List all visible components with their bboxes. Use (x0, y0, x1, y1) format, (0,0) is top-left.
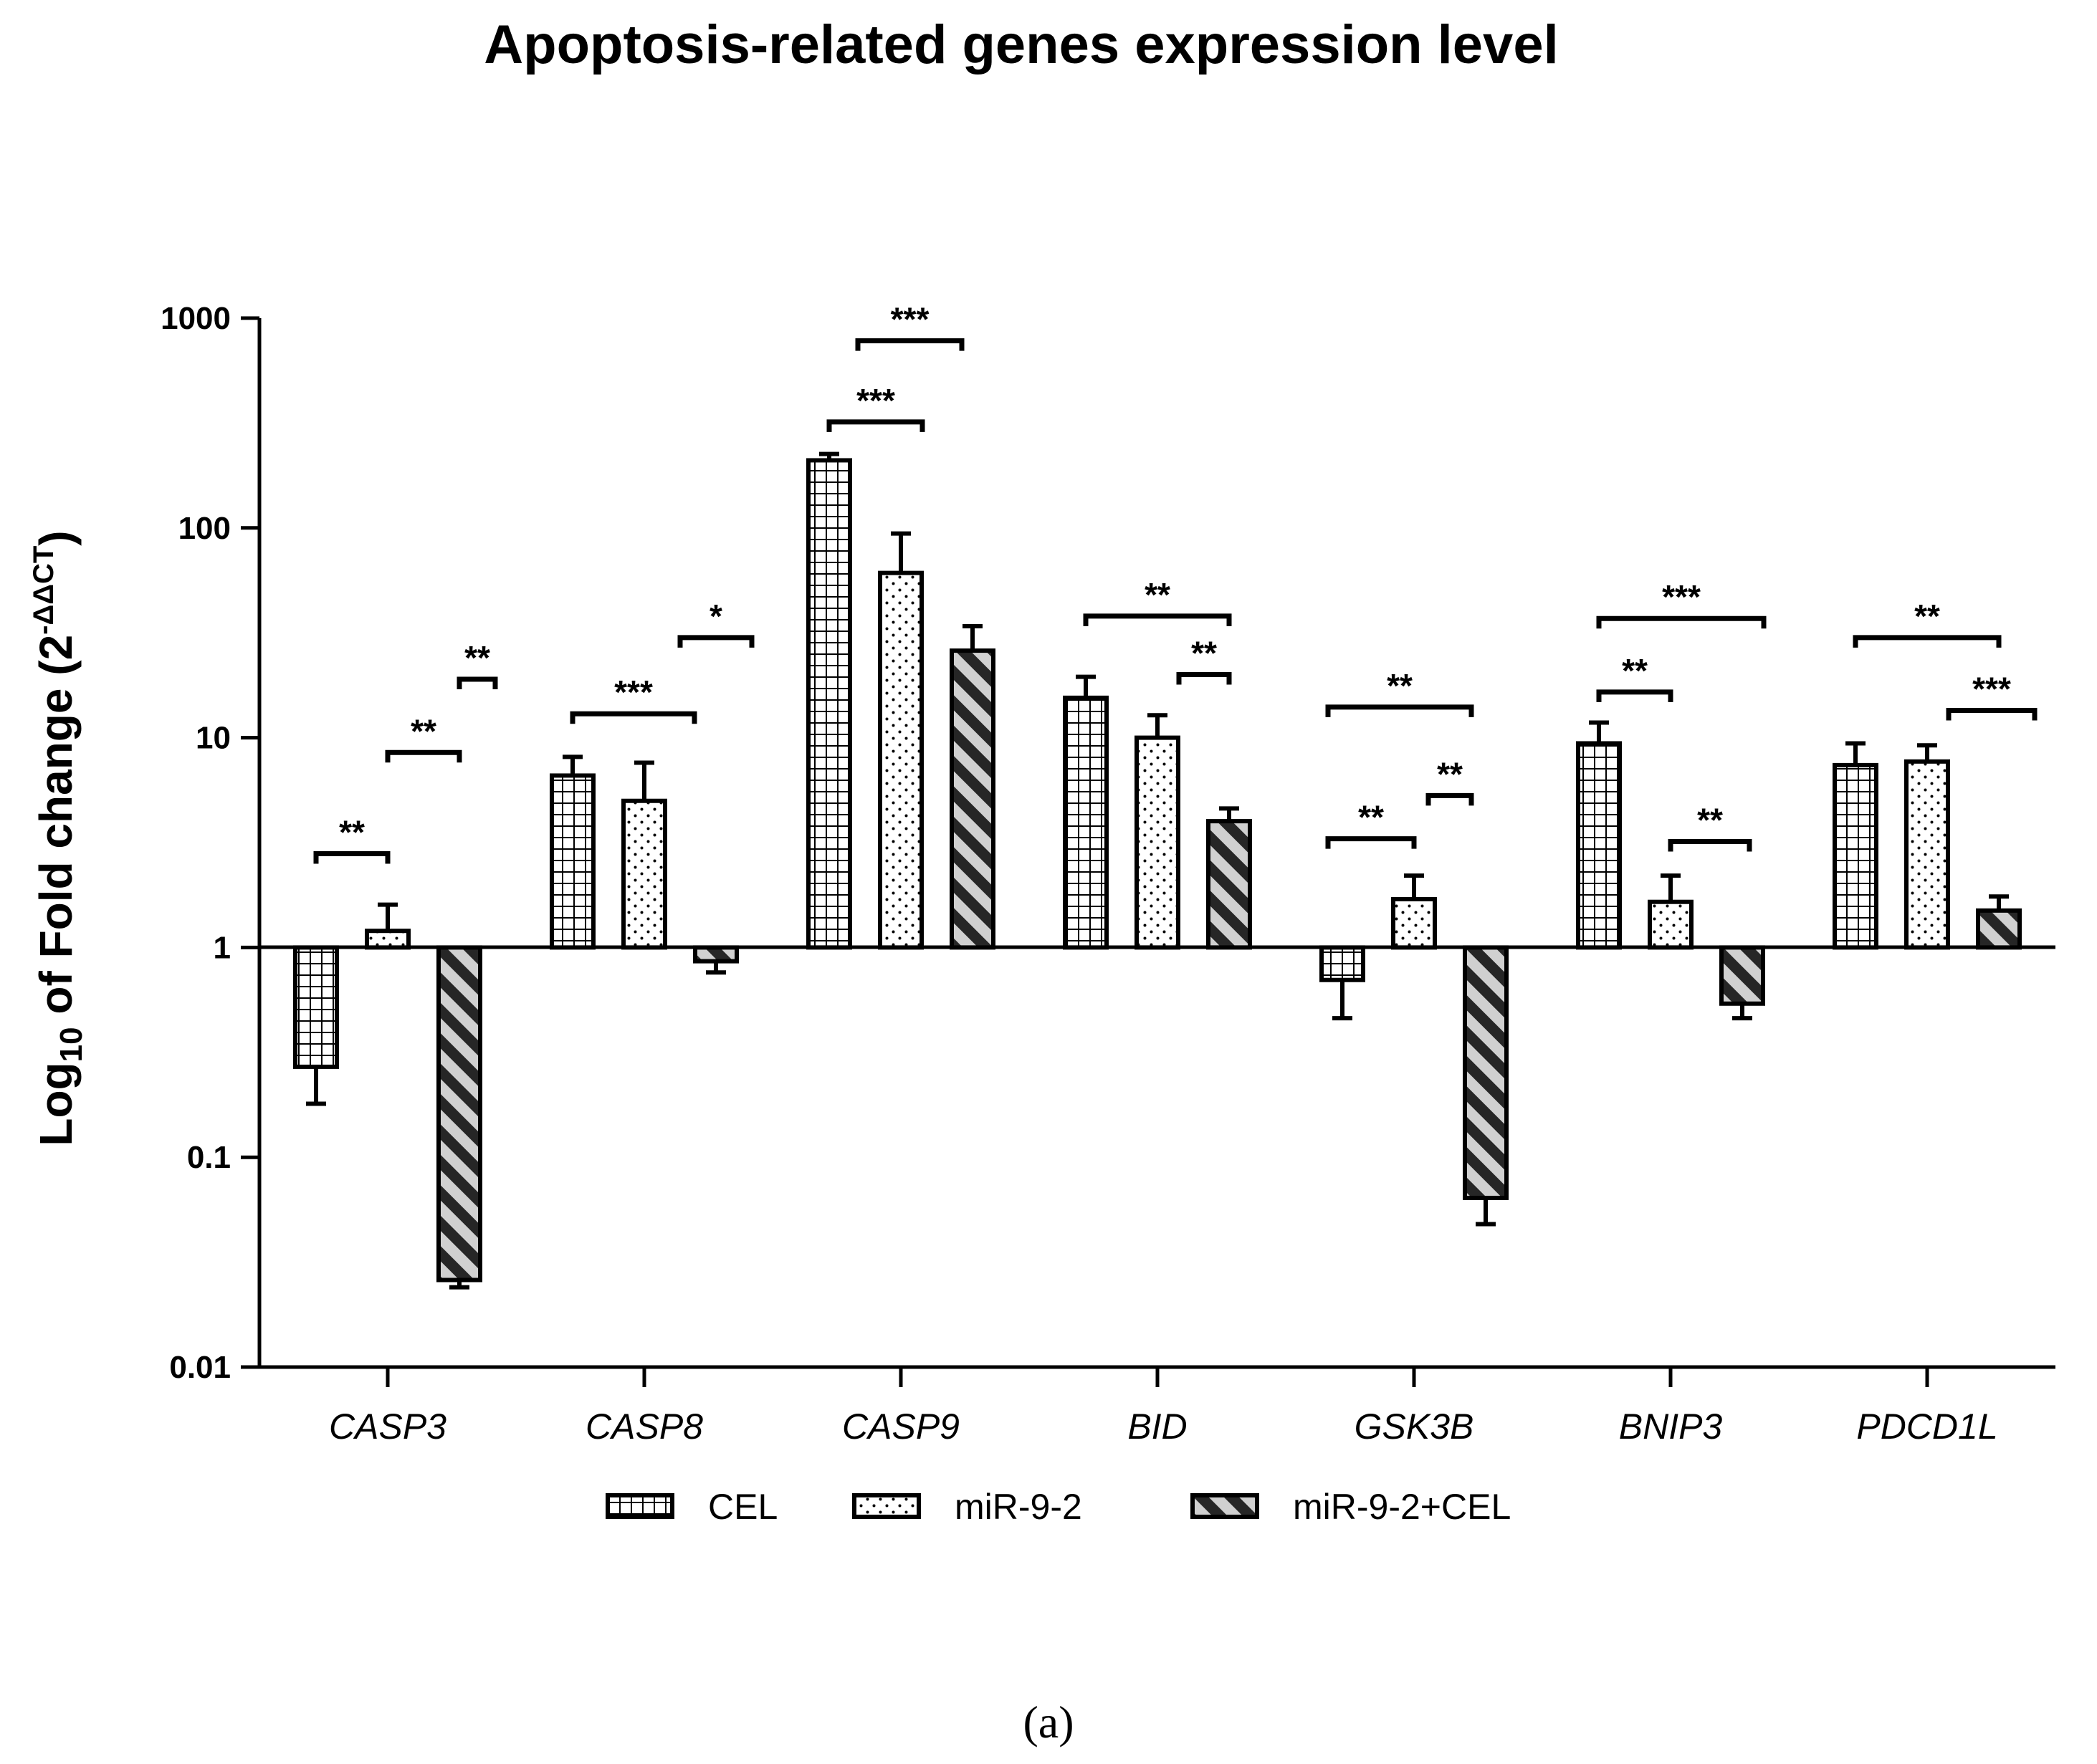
figure-caption: (a) (1023, 1697, 1074, 1748)
bar (293, 945, 339, 1069)
x-tick-label: CASP9 (842, 1406, 960, 1447)
bar (1206, 819, 1252, 950)
y-tick-label: 100 (178, 511, 231, 546)
bar (693, 945, 739, 964)
significance-label: ** (1622, 652, 1648, 689)
significance-bracket (1853, 635, 2002, 648)
y-axis-label-end: ) (30, 530, 82, 545)
y-tick-label: 0.01 (169, 1350, 231, 1385)
significance-bracket (1425, 792, 1474, 806)
significance-label: *** (856, 382, 895, 419)
bar (806, 458, 852, 950)
significance-label: * (710, 598, 722, 635)
significance-label: ** (339, 813, 365, 850)
significance-bracket (313, 850, 391, 864)
significance-label: *** (614, 674, 653, 711)
significance-bracket (1596, 689, 1673, 702)
bar (1135, 735, 1180, 950)
bar (550, 773, 596, 950)
significance-bracket (826, 419, 925, 432)
significance-label: ** (1914, 598, 1940, 635)
y-axis-label: Log10 of Fold change (2-ΔΔCT) (28, 530, 89, 1146)
significance-bracket (1083, 613, 1232, 626)
significance-brackets: ************************************** (313, 301, 2038, 864)
y-tick-label: 10 (196, 721, 231, 756)
significance-bracket (457, 676, 498, 689)
significance-bracket (1176, 671, 1232, 685)
significance-label: *** (891, 301, 930, 338)
significance-bracket (855, 338, 965, 351)
bar (621, 798, 667, 950)
significance-bracket (1325, 704, 1474, 717)
bar (1904, 759, 1950, 950)
significance-label: ** (464, 639, 490, 676)
chart-title: Apoptosis-related genes expression level (484, 14, 1558, 75)
bar (436, 945, 482, 1283)
y-tick-label: 1000 (161, 301, 231, 336)
y-axis-label-sub: 10 (54, 1027, 89, 1062)
significance-label: *** (1972, 670, 2011, 707)
bar (878, 570, 924, 950)
x-tick-label: GSK3B (1355, 1406, 1474, 1447)
legend-label: CEL (708, 1487, 778, 1527)
y-tick-label: 0.1 (187, 1140, 231, 1175)
significance-bracket (1946, 707, 2038, 721)
significance-label: ** (1697, 801, 1723, 838)
y-axis-label-sup: -ΔΔCT (28, 546, 59, 635)
x-tick-label: BID (1127, 1406, 1187, 1447)
significance-bracket (677, 635, 755, 648)
legend-swatch (606, 1493, 674, 1519)
significance-label: ** (1437, 755, 1463, 792)
bar (1576, 741, 1622, 950)
legend-label: miR-9-2+CEL (1293, 1487, 1511, 1527)
x-tick-label: PDCD1L (1856, 1406, 1997, 1447)
y-tick-label: 1 (214, 930, 231, 965)
bar (1391, 896, 1437, 950)
legend-label: miR-9-2 (955, 1487, 1082, 1527)
significance-bracket (385, 749, 462, 763)
significance-label: ** (1358, 799, 1384, 836)
significance-label: *** (1662, 578, 1701, 615)
x-tick-label: CASP3 (329, 1406, 446, 1447)
bar (1063, 695, 1109, 950)
significance-bracket (570, 711, 697, 724)
significance-label: ** (1387, 667, 1413, 704)
significance-bracket (1325, 836, 1417, 849)
significance-label: ** (411, 712, 436, 749)
bar (1976, 908, 2022, 950)
x-tick-label: CASP8 (586, 1406, 703, 1447)
bar (1719, 945, 1765, 1006)
bar (1648, 899, 1694, 950)
bar (365, 929, 411, 950)
bar (1319, 945, 1365, 982)
significance-bracket (1668, 838, 1752, 852)
y-axis: 1000 100 10 1 0.1 0.01 (161, 301, 262, 1385)
x-axis: CASP3 CASP8 CASP9 BID GSK3B BNIP3 PDCD1L (259, 1365, 2055, 1447)
bar (950, 648, 995, 950)
significance-label: ** (1145, 576, 1170, 613)
bar-series (293, 451, 2022, 1290)
bar (1463, 945, 1509, 1200)
significance-label: ** (1191, 634, 1217, 671)
significance-bracket (1596, 615, 1767, 629)
legend-swatch (852, 1493, 921, 1519)
legend-swatch (1190, 1493, 1259, 1519)
bar (1833, 762, 1878, 950)
legend: CEL miR-9-2 miR-9-2+CEL (606, 1487, 1511, 1527)
y-axis-label-main: Log (30, 1062, 82, 1146)
y-axis-label-mid: of Fold change (2 (30, 635, 82, 1027)
x-tick-label: BNIP3 (1619, 1406, 1723, 1447)
